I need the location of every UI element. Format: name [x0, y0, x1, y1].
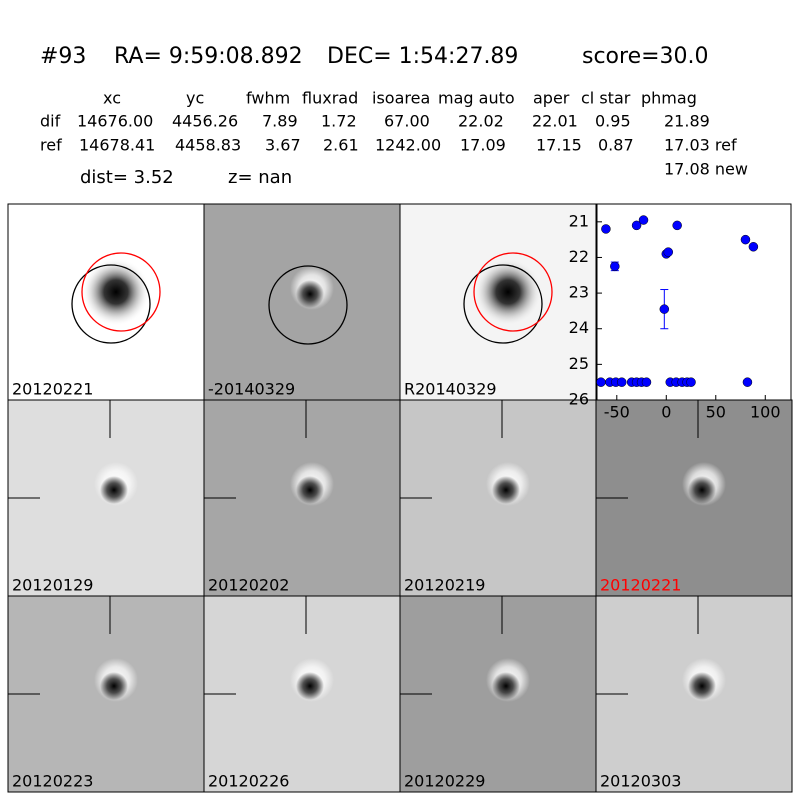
dec: DEC= 1:54:27.89 [327, 44, 518, 69]
star [100, 672, 128, 700]
column-header: phmag [641, 89, 697, 108]
point [740, 234, 751, 245]
column-header: fluxrad [302, 89, 358, 108]
point [672, 220, 682, 231]
table-cell: ref [40, 136, 62, 155]
photometry-table: xc yc fwhm fluxrad isoarea mag auto aper cl sta… [40, 89, 748, 179]
table-cell: 21.89 [664, 112, 710, 131]
point [641, 377, 652, 387]
column-header: fwhm [246, 89, 290, 108]
y-tick-label: 25 [569, 354, 589, 373]
star [296, 672, 324, 700]
column-header: aper [533, 89, 570, 108]
point [659, 304, 670, 314]
panel-label: 20120219 [404, 576, 485, 595]
table-cell: 22.01 [532, 112, 578, 131]
y-tick-label: 26 [569, 390, 589, 409]
table-cell: 14676.00 [77, 112, 153, 131]
star [688, 476, 716, 504]
table-cell: 7.89 [262, 112, 298, 131]
table-cell: 17.15 [536, 136, 582, 155]
point [663, 247, 674, 257]
star [492, 476, 520, 504]
column-header: cl star [581, 89, 631, 108]
circle-red [81, 252, 161, 332]
table-cell: 14678.41 [79, 136, 155, 155]
x-tick-label: 100 [750, 403, 781, 422]
point [748, 242, 759, 252]
panel-label: 20120226 [208, 772, 289, 791]
dist: dist= 3.52 [80, 167, 174, 188]
point [686, 377, 696, 387]
plot-area [596, 203, 792, 401]
table-cell: 1.72 [321, 112, 357, 131]
point [596, 377, 606, 387]
y-tick-label: 21 [569, 211, 589, 230]
point [742, 377, 753, 387]
column-header: mag auto [438, 89, 515, 108]
panel-label: 20120223 [12, 772, 93, 791]
panel-label: 20120221 [600, 576, 681, 595]
x-tick-label: -50 [604, 403, 630, 422]
table-cell: 22.02 [458, 112, 504, 131]
table-note: 17.08 new [664, 160, 748, 179]
star [296, 280, 324, 308]
circle-black [71, 264, 151, 344]
ra: RA= 9:59:08.892 [114, 44, 303, 69]
panel-label: 20120129 [12, 576, 93, 595]
column-header: xc [103, 89, 121, 108]
score: score=30.0 [582, 44, 709, 69]
panel-label: 20120303 [600, 772, 681, 791]
y-tick-label: 23 [569, 283, 589, 302]
star [688, 672, 716, 700]
star [100, 476, 128, 504]
table-cell: dif [40, 112, 61, 131]
circle-black [268, 265, 348, 345]
panel-label: -20140329 [208, 380, 295, 399]
table-cell: 67.00 [384, 112, 430, 131]
table-cell: 17.09 [460, 136, 506, 155]
panel-label: 20120221 [12, 380, 93, 399]
y-tick-label: 22 [569, 247, 589, 266]
point [616, 377, 627, 387]
x-tick-label: 50 [706, 403, 726, 422]
x-tick-label: 0 [661, 403, 671, 422]
panel-label: R20140329 [404, 380, 497, 399]
y-tick-label: 24 [569, 318, 589, 337]
star [82, 258, 150, 326]
table-cell: 2.61 [323, 136, 359, 155]
table-cell: 4458.83 [175, 136, 241, 155]
star [492, 672, 520, 700]
column-header: isoarea [372, 89, 430, 108]
star [296, 476, 324, 504]
circle-black [463, 264, 543, 344]
table-cell: 3.67 [265, 136, 301, 155]
z: z= nan [228, 167, 292, 188]
lightcurve: 21 22 23 24 25 26 -50 0 50 100 [569, 203, 792, 422]
panels: 20120221 -20140329 R20140329 20120129 201202… [7, 203, 793, 793]
table-cell: 0.95 [595, 112, 631, 131]
panel-label: 20120202 [208, 576, 289, 595]
panel-label: 20120229 [404, 772, 485, 791]
table-cell: 17.03 ref [664, 136, 737, 155]
table-cell: 0.87 [598, 136, 634, 155]
object-id: #93 [40, 44, 86, 69]
circle-red [473, 252, 553, 332]
point [631, 220, 642, 231]
point [638, 215, 649, 225]
table-cell: 4456.26 [172, 112, 238, 131]
point [601, 224, 611, 234]
star [474, 258, 542, 326]
point [610, 261, 620, 272]
table-cell: 1242.00 [375, 136, 441, 155]
column-header: yc [186, 89, 204, 108]
